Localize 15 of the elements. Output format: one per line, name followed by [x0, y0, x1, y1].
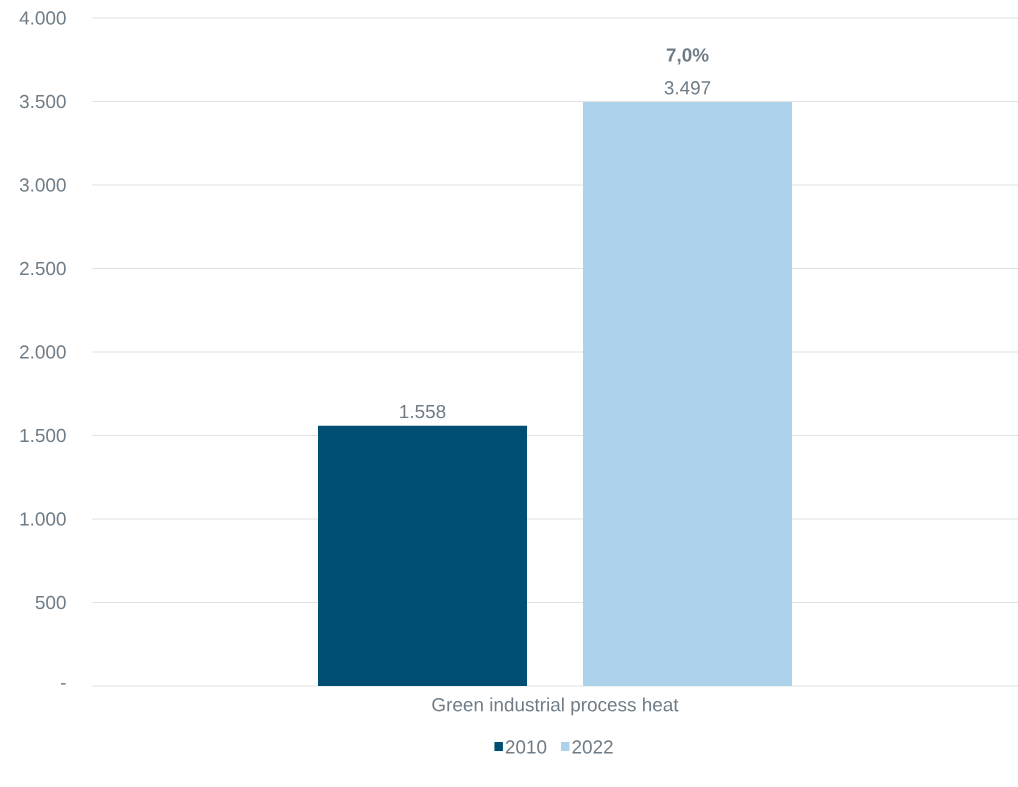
y-tick-label: 1.000	[20, 512, 66, 526]
annotation: 7,0%	[666, 48, 709, 65]
y-tick-label: 500	[35, 595, 66, 610]
y-tick-label: 3.500	[19, 94, 66, 109]
y-tick-label: 1.500	[20, 428, 66, 443]
y-tick-label: 2.500	[20, 261, 66, 276]
data-label: 3.497	[664, 81, 711, 95]
legend-label: 2022	[572, 740, 613, 754]
legend-label: 2010	[505, 740, 547, 754]
y-tick-label: -	[61, 683, 66, 685]
y-tick-label: 2.000	[20, 345, 66, 359]
x-tick-label: Green industrial process heat	[432, 697, 679, 716]
y-tick-label: 3.000	[19, 178, 66, 192]
y-tick-label: 4.000	[19, 11, 66, 25]
data-label: 1.558	[400, 404, 446, 419]
